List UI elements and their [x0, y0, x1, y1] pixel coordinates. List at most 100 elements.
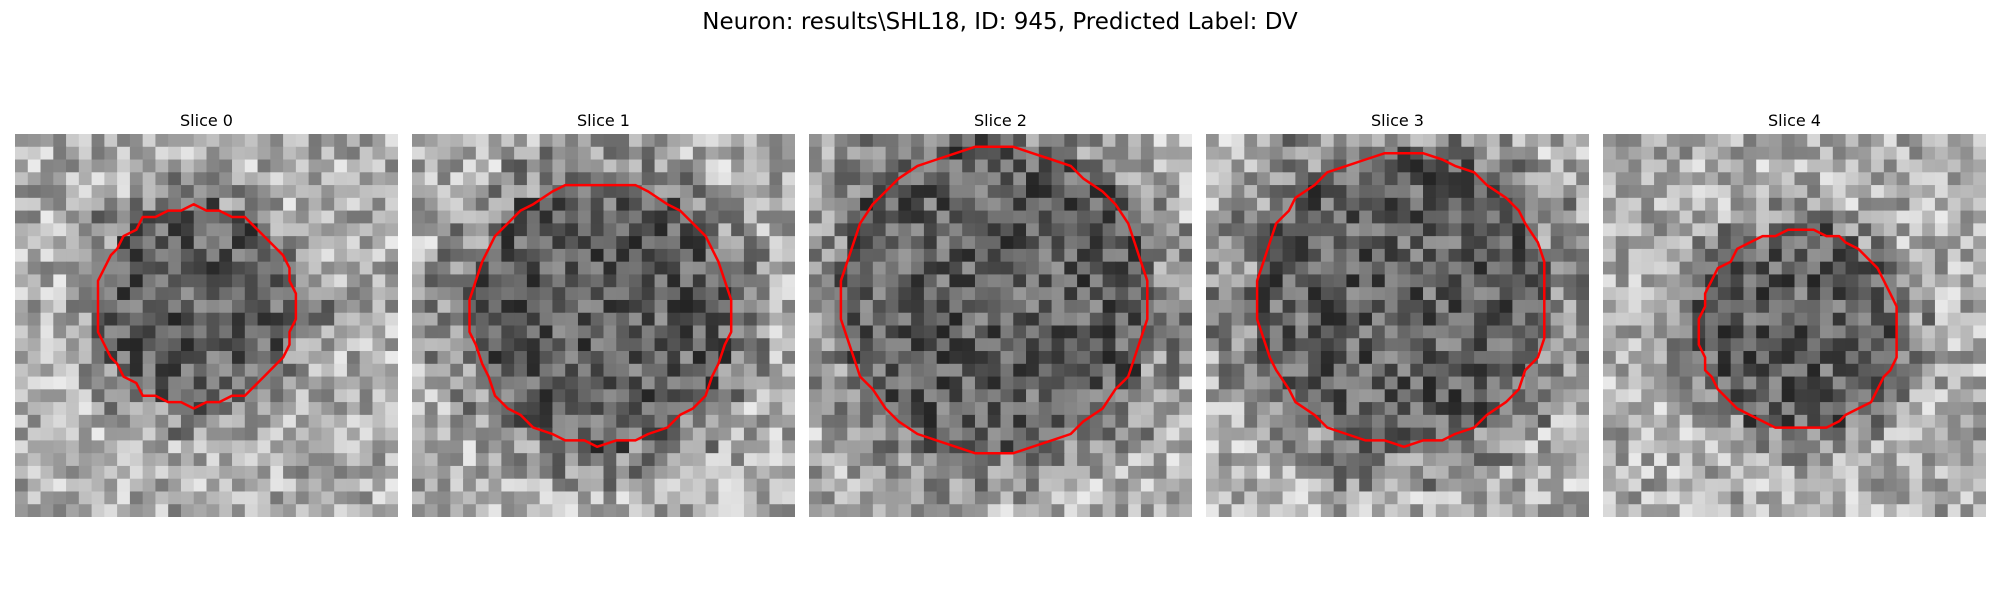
pixel: [168, 338, 182, 352]
pixel: [1525, 402, 1539, 416]
pixel: [424, 261, 439, 276]
pixel: [1269, 453, 1284, 467]
pixel: [1807, 427, 1821, 441]
pixel: [450, 134, 464, 148]
pixel: [1371, 248, 1386, 263]
pixel: [346, 299, 361, 314]
pixel: [104, 414, 118, 429]
pixel: [1692, 287, 1706, 301]
pixel: [1654, 312, 1668, 327]
pixel: [78, 287, 93, 301]
pixel: [1858, 299, 1872, 314]
pixel: [743, 134, 758, 148]
pixel: [1871, 491, 1885, 505]
pixel: [1359, 389, 1373, 403]
pixel: [1896, 491, 1910, 505]
pixel: [949, 287, 963, 301]
pixel: [1077, 465, 1091, 480]
pixel: [654, 440, 668, 454]
pixel: [1730, 363, 1745, 378]
pixel: [1820, 274, 1834, 288]
pixel: [1282, 414, 1296, 429]
pixel: [1397, 491, 1411, 505]
pixel: [180, 312, 195, 327]
pixel: [577, 491, 592, 505]
pixel: [782, 338, 795, 352]
pixel: [1115, 312, 1129, 327]
pixel: [129, 478, 144, 493]
pixel: [1909, 146, 1923, 161]
pixel: [1909, 172, 1923, 186]
pixel: [1474, 402, 1488, 416]
pixel: [1756, 197, 1770, 212]
pixel: [731, 146, 745, 161]
pixel: [1026, 197, 1040, 212]
pixel: [193, 389, 208, 403]
pixel: [91, 504, 105, 517]
pixel: [78, 402, 93, 416]
pixel: [718, 146, 732, 161]
pixel: [475, 491, 490, 505]
pixel: [244, 146, 259, 161]
pixel: [1807, 312, 1821, 327]
pixel: [53, 491, 67, 505]
pixel: [1896, 338, 1910, 352]
pixel: [1038, 185, 1053, 199]
pixel: [257, 478, 271, 493]
pixel: [66, 376, 80, 390]
pixel: [66, 210, 80, 224]
pixel: [616, 325, 630, 339]
pixel: [1576, 338, 1589, 352]
pixel: [539, 146, 554, 161]
pixel: [308, 491, 322, 505]
pixel: [1218, 389, 1233, 403]
pixel: [1359, 504, 1373, 517]
pixel: [283, 134, 297, 148]
pixel: [1257, 159, 1271, 173]
pixel: [1705, 146, 1719, 161]
pixel: [1883, 223, 1898, 237]
pixel: [1563, 172, 1577, 186]
pixel: [117, 478, 131, 493]
pixel: [463, 504, 477, 517]
pixel: [1359, 414, 1373, 429]
pixel: [1871, 299, 1885, 314]
pixel: [1909, 299, 1923, 314]
pixel: [1308, 299, 1322, 314]
pixel: [321, 376, 335, 390]
pixel: [475, 478, 490, 493]
pixel: [424, 376, 439, 390]
pixel: [911, 389, 925, 403]
pixel: [1705, 465, 1719, 480]
pixel: [821, 159, 836, 173]
pixel: [860, 261, 874, 276]
pixel: [1474, 134, 1488, 148]
pixel: [667, 376, 681, 390]
pixel: [168, 134, 182, 148]
pixel: [1845, 210, 1859, 224]
pixel: [15, 134, 29, 148]
pixel: [1807, 287, 1821, 301]
pixel: [1896, 197, 1910, 212]
pixel: [731, 185, 745, 199]
pixel: [1269, 312, 1284, 327]
pixel: [385, 491, 398, 505]
pixel: [1397, 338, 1411, 352]
pixel: [334, 261, 348, 276]
pixel: [1537, 185, 1552, 199]
pixel: [501, 389, 515, 403]
pixel: [78, 351, 93, 365]
pixel: [1435, 453, 1450, 467]
pixel: [1371, 491, 1386, 505]
pixel: [1934, 312, 1949, 327]
pixel: [1832, 376, 1847, 390]
pixel: [1615, 376, 1630, 390]
pixel: [244, 465, 259, 480]
pixel: [514, 236, 528, 250]
pixel: [1781, 402, 1796, 416]
pixel: [359, 159, 374, 173]
pixel: [193, 440, 208, 454]
pixel: [1960, 223, 1974, 237]
pixel: [244, 185, 259, 199]
pixel: [1909, 414, 1923, 429]
